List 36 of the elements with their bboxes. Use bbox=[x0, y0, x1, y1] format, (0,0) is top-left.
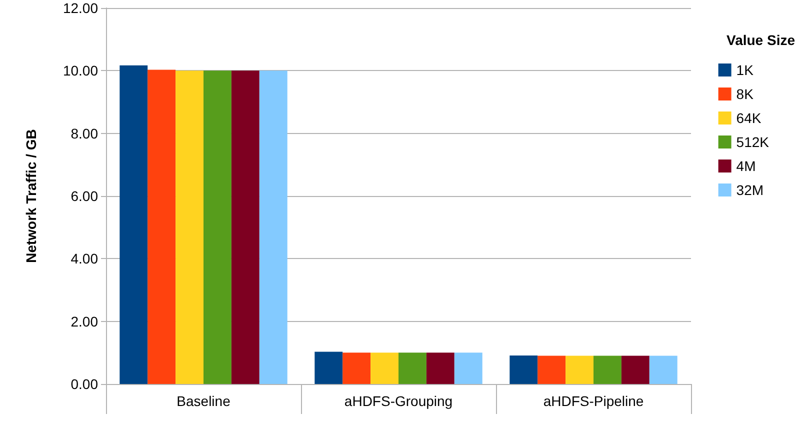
x-tick-label: Baseline bbox=[176, 393, 231, 409]
legend-title: Value Size bbox=[726, 32, 796, 48]
y-tick-label: 12.00 bbox=[62, 0, 98, 16]
bar bbox=[566, 356, 594, 384]
y-tick-label: 2.00 bbox=[70, 313, 98, 330]
bar bbox=[454, 352, 482, 384]
legend-label: 32M bbox=[736, 182, 764, 198]
bar bbox=[510, 355, 538, 384]
bar bbox=[259, 70, 288, 384]
bar bbox=[398, 352, 426, 384]
bar bbox=[621, 356, 650, 384]
y-tick-label: 8.00 bbox=[70, 125, 98, 142]
bar bbox=[342, 352, 371, 384]
bar bbox=[594, 356, 622, 384]
bar bbox=[176, 70, 204, 384]
bar bbox=[231, 70, 260, 384]
legend-label: 512K bbox=[736, 134, 770, 150]
bar bbox=[538, 356, 566, 384]
y-tick-label: 10.00 bbox=[62, 62, 98, 79]
bar bbox=[426, 352, 454, 384]
bar bbox=[649, 356, 678, 384]
bar bbox=[120, 65, 148, 384]
y-tick-label: 4.00 bbox=[70, 250, 98, 267]
legend-label: 8K bbox=[736, 86, 754, 102]
legend-label: 64K bbox=[736, 110, 762, 126]
x-tick-label: aHDFS-Grouping bbox=[344, 393, 453, 409]
bar bbox=[370, 352, 398, 384]
bar bbox=[204, 70, 232, 384]
y-axis-title: Network Traffic / GB bbox=[23, 129, 39, 263]
y-tick-label: 6.00 bbox=[70, 188, 98, 204]
bar bbox=[314, 352, 343, 384]
legend-label: 1K bbox=[736, 62, 754, 78]
bar bbox=[148, 70, 176, 384]
legend-label: 4M bbox=[736, 158, 756, 174]
x-tick-label: aHDFS-Pipeline bbox=[543, 393, 644, 409]
y-tick-label: 0.00 bbox=[70, 376, 98, 392]
